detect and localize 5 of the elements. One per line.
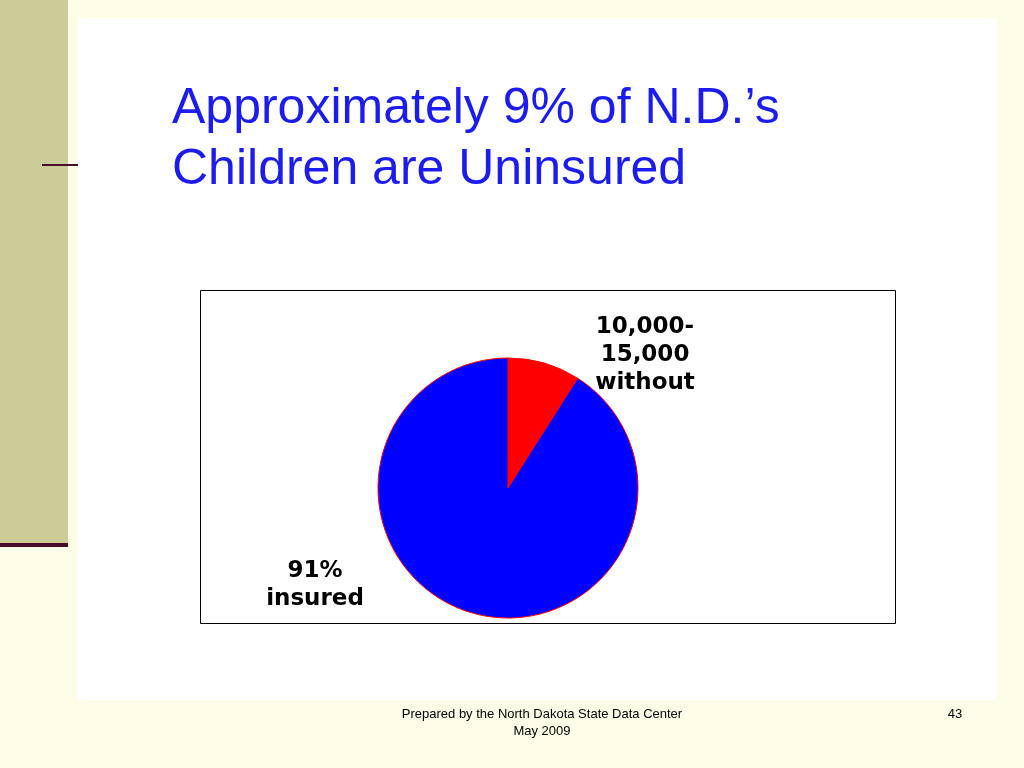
slice-label: 10,000-15,000 without xyxy=(595,312,695,394)
chart-title: Approximately 9% of N.D.’s Children are Uninsured xyxy=(172,77,781,197)
text: 43 xyxy=(946,706,964,721)
text: Prepared by the North Dakota State Data Center May 2009 xyxy=(400,706,684,740)
slice-label: 91% insured xyxy=(266,556,364,610)
